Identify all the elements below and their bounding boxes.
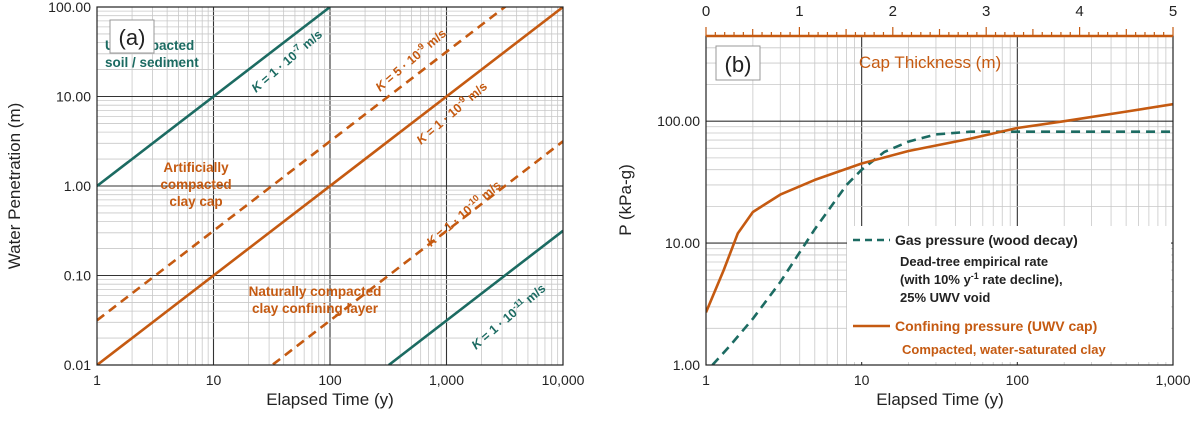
legend-box [847,226,1171,362]
top-axis-tick-label: 3 [982,3,990,20]
legend-gas-note-2: (with 10% y-1 rate decline), [900,271,1063,287]
series-line-k1e-11 [388,229,563,365]
annotation-natural: clay confining layer [252,301,379,316]
top-axis-b: 0 1 2 3 4 5 [702,3,1177,38]
y-tick-label: 1.00 [673,357,700,373]
x-axis-label-a: Elapsed Time (y) [266,390,394,409]
series-line-k1e-7 [97,7,331,188]
annotation-artificial: clay cap [169,194,222,209]
y-tick-label: 0.01 [64,357,91,373]
panel-label-b: (b) [725,52,752,77]
y-tick-label: 10.00 [665,235,700,251]
annotation-uncompacted: soil / sediment [105,55,199,70]
y-tick-label: 1.00 [64,178,91,194]
panel-b: 1 10 100 1,000 1.00 10.00 100.00 0 1 2 3 4 5 (b) Ca… [616,3,1191,409]
y-tick-label: 100.00 [48,0,91,15]
y-axis-label-a: Water Penetration (m) [5,103,24,270]
series-a [97,7,563,365]
y-tick-label: 10.00 [56,89,91,105]
x-tick-label: 1 [93,372,101,388]
y-tick-label: 0.10 [64,268,91,284]
top-axis-label-b: Cap Thickness (m) [859,53,1001,72]
annotation-artificial: Artificially [163,160,229,175]
x-tick-label: 100 [318,372,342,388]
legend-gas-note-1: Dead-tree empirical rate [900,254,1048,269]
y-tick-label: 100.00 [657,113,700,129]
series-line-confining [706,102,1173,313]
k-label-k1e-11: K = 1 · 10-11 m/s [468,280,549,353]
annotation-natural: Naturally compacted [249,284,382,299]
panel-label-box-a [109,19,155,54]
top-axis-tick-label: 5 [1169,3,1177,20]
x-axis-label-b: Elapsed Time (y) [876,390,1004,409]
top-axis-tick-label: 1 [795,3,803,20]
annotation-artificial: compacted [160,177,231,192]
x-tick-label: 1,000 [1155,372,1190,388]
ticks-a: 1 10 100 1,000 10,000 0.01 0.10 1.00 10.00 100.00 [48,0,584,388]
top-axis-tick-label: 2 [889,3,897,20]
legend-gas-label: Gas pressure (wood decay) [895,232,1078,248]
x-tick-label: 10 [206,372,222,388]
legend-gas-note-3: 25% UWV void [900,290,990,305]
x-tick-label: 10 [854,372,870,388]
series-b [706,102,1173,365]
x-tick-label: 10,000 [542,372,585,388]
plot-frame-a [96,6,564,366]
x-tick-label: 100 [1006,372,1030,388]
x-tick-label: 1 [702,372,710,388]
panel-a: 1 10 100 1,000 10,000 0.01 0.10 1.00 10.00 100.00… [5,0,585,409]
legend-conf-label: Confining pressure (UWV cap) [895,318,1097,334]
y-axis-label-b: P (kPa-g) [616,164,635,236]
series-line-k1e-9 [97,7,563,365]
ticks-b: 1 10 100 1,000 1.00 10.00 100.00 [657,113,1191,388]
panel-label-box-b [715,45,761,81]
top-axis-tick-label: 0 [702,3,710,20]
grid-a [97,7,563,365]
legend-conf-note: Compacted, water-saturated clay [902,342,1107,357]
series-line-k1e-10 [270,140,563,365]
panel-label-a: (a) [119,25,146,50]
legend-b: Gas pressure (wood decay) Dead-tree empi… [847,226,1171,362]
top-axis-tick-label: 4 [1075,3,1083,20]
x-tick-label: 1,000 [429,372,464,388]
series-line-k5e-9 [97,7,507,322]
